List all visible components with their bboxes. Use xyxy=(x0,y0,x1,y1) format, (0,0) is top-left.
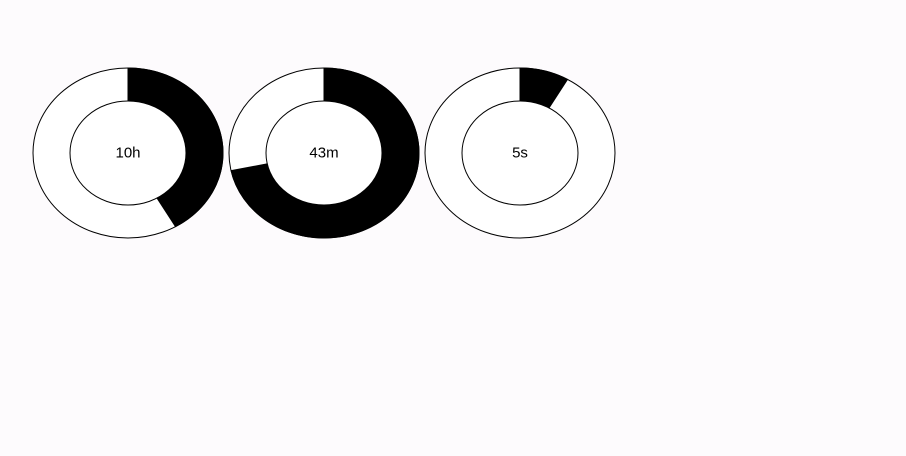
gauge-hours: 10h xyxy=(32,67,224,239)
gauge-seconds-hole xyxy=(461,100,579,206)
gauge-seconds-label: 5s xyxy=(512,145,528,162)
gauge-minutes-hole xyxy=(265,100,383,206)
gauge-seconds: 5s xyxy=(424,67,616,239)
gauge-minutes: 43m xyxy=(228,67,420,239)
gauge-hours-label: 10h xyxy=(115,145,140,162)
gauge-minutes-label: 43m xyxy=(309,145,338,162)
gauge-hours-hole xyxy=(69,100,187,206)
